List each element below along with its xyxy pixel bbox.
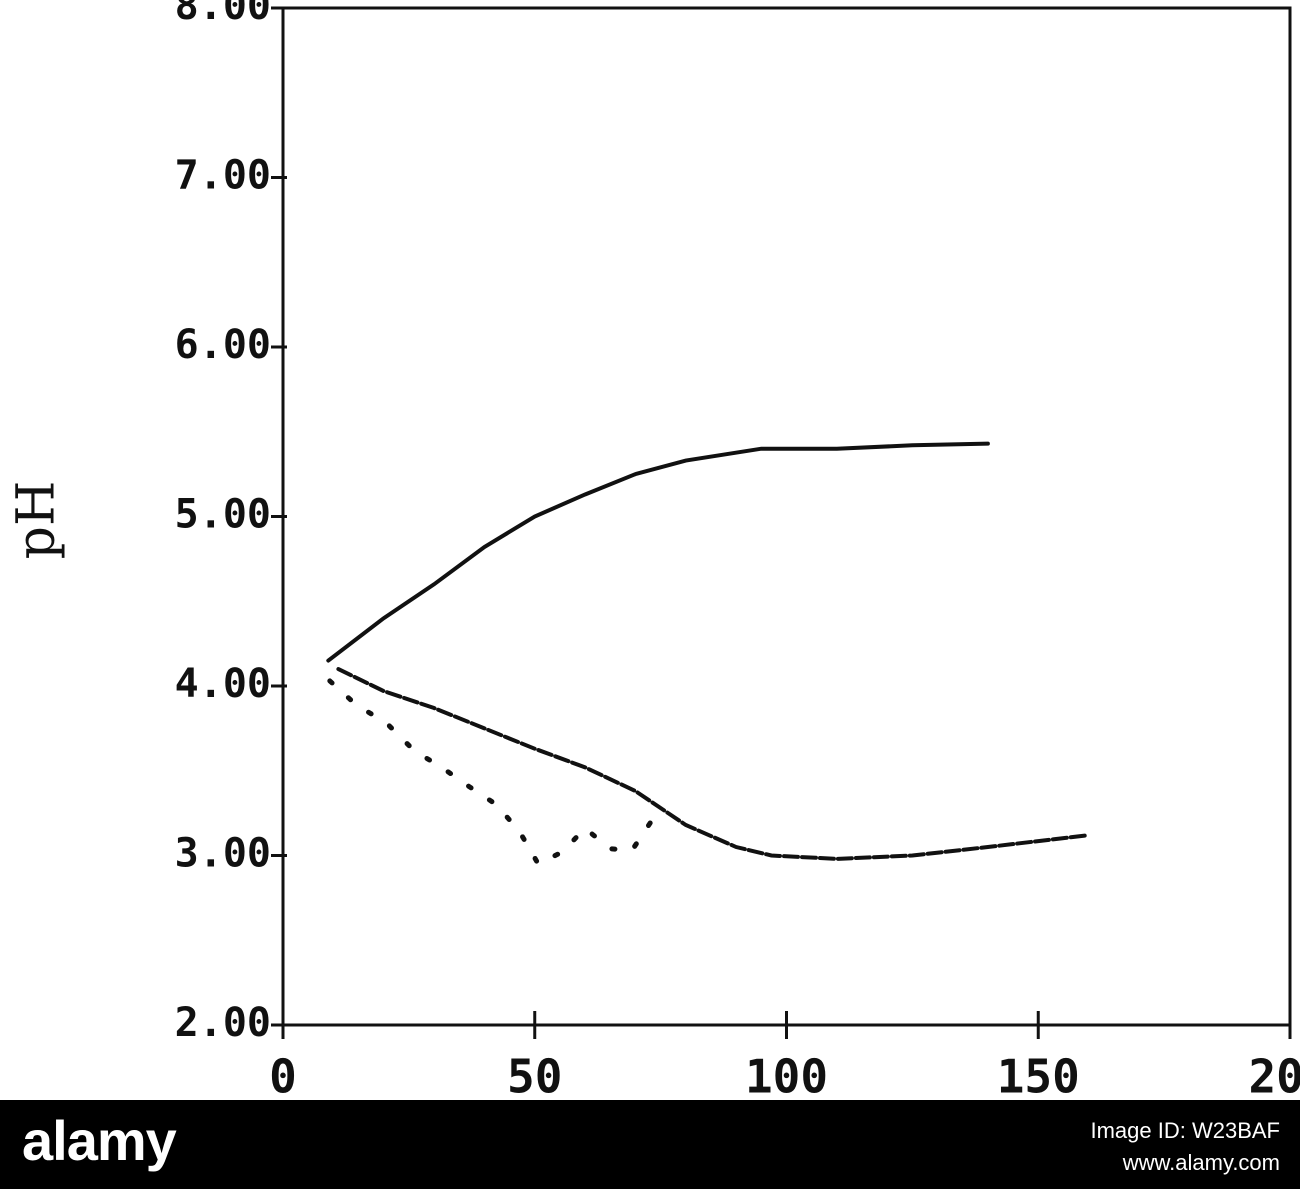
url: www.alamy.com [1122, 1150, 1280, 1175]
x-tick-label: 0 [269, 1050, 297, 1101]
image-id: Image ID: W23BAF [1090, 1118, 1280, 1143]
brand: alamy [22, 1109, 177, 1172]
y-tick-label: 2.00 [175, 1000, 271, 1046]
y-axis-label: pH [7, 481, 67, 560]
data-line [326, 441, 990, 663]
data-line [336, 667, 1091, 861]
y-tick-label: 6.00 [175, 322, 271, 368]
y-tick-label: 5.00 [175, 492, 271, 538]
x-tick-label: 200 [1248, 1050, 1300, 1101]
y-tick-label: 3.00 [175, 831, 271, 877]
y-tick-label: 4.00 [175, 661, 271, 707]
y-tick-label: 8.00 [175, 0, 271, 29]
chart: pH 2.00 3.00 4.00 5.00 6.00 7.00 8.00 0 50 100 150… [7, 0, 1300, 1104]
data-line [327, 678, 659, 868]
y-tick-label: 7.00 [175, 153, 271, 199]
x-tick-label: 50 [507, 1050, 562, 1101]
footer: alamy Image ID: W23BAF www.alamy.com [0, 1100, 1300, 1189]
x-tick-label: 150 [997, 1050, 1080, 1101]
x-tick-label: 100 [745, 1050, 828, 1101]
plot-frame [281, 6, 1292, 1027]
